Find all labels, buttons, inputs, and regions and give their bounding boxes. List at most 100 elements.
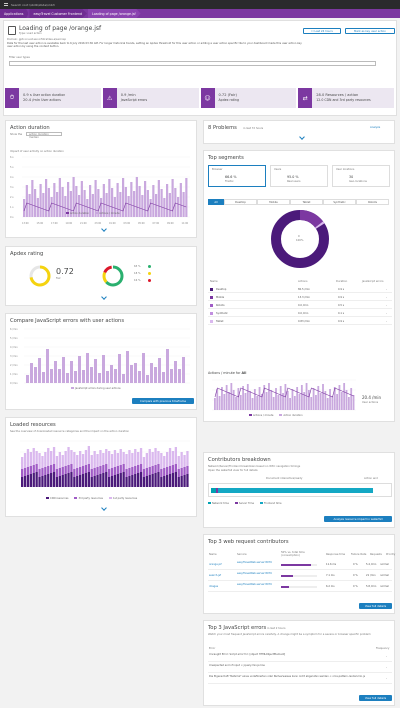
expand-chevron-icon[interactable] <box>101 226 107 232</box>
table-row[interactable]: Uncaught Error: Script error for: [objec… <box>208 652 392 662</box>
cdn-bar <box>163 476 166 487</box>
cdn-bar <box>116 474 119 487</box>
segment-bar <box>298 394 301 410</box>
tab-robots[interactable]: Robots <box>356 199 389 205</box>
expand-chevron-icon[interactable] <box>101 505 107 511</box>
waterfall-button[interactable]: Analyze resource impact in waterfall <box>324 516 392 522</box>
table-row[interactable]: Mobile 13.3 /min 0.9 s- <box>208 294 392 301</box>
third-party-bar <box>35 464 38 472</box>
timeframe-button[interactable]: ☐ Last 24 hours <box>303 28 341 34</box>
segment-bar <box>291 389 294 410</box>
error-bar <box>122 374 125 383</box>
table-row[interactable]: images easyTravelWeb-server:8079 6.2 ms 0 %… <box>208 582 392 592</box>
segment-bar <box>249 391 252 410</box>
segment-bar <box>319 393 322 410</box>
tab-desktop[interactable]: Desktop <box>224 199 257 205</box>
duration-bar <box>179 183 182 217</box>
error-bar <box>38 358 41 383</box>
first-party-bar <box>166 452 169 467</box>
first-party-bar <box>26 449 30 467</box>
segment-bar <box>289 398 291 410</box>
tile-resources[interactable]: ⇄ 28.0 Resources / action 12.0 CDN and 3r… <box>298 88 394 108</box>
duration-bar <box>133 191 136 217</box>
cdn-bar <box>64 474 67 487</box>
segment-browser[interactable]: Browser 66.6 % Firefox <box>208 165 266 187</box>
duration-bar <box>168 193 171 217</box>
tile-js-errors[interactable]: ⚠ 0.9 /min JavaScript errors <box>102 88 199 108</box>
tab-tablet[interactable]: Tablet <box>290 199 323 205</box>
waterfall-bar[interactable] <box>208 483 392 497</box>
third-party-bar <box>154 465 157 473</box>
duration-bar <box>47 188 50 217</box>
cdn-bar <box>102 473 105 487</box>
search-input[interactable]: Search root \xbdb\xbde\x1b3 <box>11 2 55 7</box>
action-domain: Domain: gptc-ix.uat.sso.infotrahlea.a/sa… <box>7 38 66 41</box>
resources-icon: ⇄ <box>298 88 313 108</box>
menu-icon[interactable] <box>4 3 8 6</box>
table-row[interactable]: Tablet 0.83 /min 0.9 s- <box>208 318 392 325</box>
cdn-bar <box>177 477 180 487</box>
warning-icon: ⚠ <box>102 88 117 108</box>
table-row[interactable]: orange.jsf easyTravelWeb-server:8079 11.6 … <box>208 560 392 570</box>
segment-bar <box>324 391 327 410</box>
tile-apdex[interactable]: ☺ 0.72 (Fair) Apdex rating <box>200 88 297 108</box>
first-party-bar <box>32 448 35 465</box>
tab-mobile[interactable]: Mobile <box>257 199 290 205</box>
table-row[interactable]: Synthetic 0.0 /min 0.1 s- <box>208 310 392 317</box>
duration-bar <box>135 177 138 217</box>
third-party-bar <box>119 465 122 473</box>
error-bar <box>50 369 53 383</box>
tab-all[interactable]: All <box>208 199 224 205</box>
segment-bar <box>237 388 240 410</box>
first-party-bar <box>145 453 148 468</box>
analyze-link[interactable]: Analyze <box>370 126 381 129</box>
y-tick-label: 5 /min <box>10 337 18 340</box>
first-party-bar <box>102 453 105 465</box>
table-row[interactable]: Robots 0.0 /min 0.5 s- <box>208 302 392 309</box>
third-party-bar <box>137 465 140 473</box>
apdex-label: Fair <box>56 277 61 280</box>
segment-locations[interactable]: User locations 30 Geo-locations <box>332 165 390 187</box>
row-swatch <box>210 320 213 323</box>
expand-chevron-icon[interactable] <box>101 294 107 300</box>
segment-users[interactable]: Users 95.0 % Real users <box>270 165 328 187</box>
table-row[interactable]: search.jsf easyTravelWeb-server:8079 7.1 m… <box>208 571 392 581</box>
third-party-bar <box>163 468 166 476</box>
segment-bar <box>218 396 221 410</box>
duration-bar <box>94 180 97 217</box>
kpi-tiles: ⏱ 0.9 s User action duration 20.4 /min Us… <box>5 88 394 108</box>
first-party-bar <box>50 451 53 465</box>
compare-button[interactable]: Compare with previous timeframe <box>132 398 194 404</box>
breadcrumb-application[interactable]: easyTravel Customer Frontend <box>29 9 87 18</box>
y-tick-label: 0 s <box>10 216 14 219</box>
view-details-button[interactable]: View full details <box>359 603 392 609</box>
first-party-bar <box>139 448 143 464</box>
view-details-button[interactable]: View full details <box>359 695 392 701</box>
breadcrumb-applications[interactable]: Applications <box>0 9 29 18</box>
third-party-bar <box>139 464 143 472</box>
cdn-bar <box>113 475 117 487</box>
third-party-bar <box>61 467 64 475</box>
expand-chevron-icon[interactable] <box>299 134 305 140</box>
first-party-bar <box>67 447 70 465</box>
segment-bar <box>340 392 343 410</box>
third-party-bar <box>105 464 108 472</box>
segment-bar <box>242 386 244 410</box>
cdn-bar <box>168 474 172 487</box>
breadcrumb-page[interactable]: Loading of page /orange.jsf <box>88 9 141 18</box>
tile-duration[interactable]: ⏱ 0.9 s User action duration 20.4 /min Us… <box>5 88 101 108</box>
segment-bar <box>244 393 247 410</box>
first-party-bar <box>81 454 85 466</box>
table-row[interactable]: Die Eigenschaft "Referral" eines undefin… <box>208 674 392 684</box>
mark-key-action-button[interactable]: Mark as key user action <box>345 28 395 34</box>
segment-bar <box>350 388 353 410</box>
table-row[interactable]: Unexpected end of input < jquery.min.js:… <box>208 663 392 673</box>
cdn-bar <box>119 473 122 487</box>
filter-input[interactable] <box>9 61 376 66</box>
duration-select[interactable]: action duration median <box>26 132 62 139</box>
table-row[interactable]: Desktop 80.5 /min 0.9 s- <box>208 286 392 293</box>
duration-bar <box>56 192 59 217</box>
tab-synthetic[interactable]: Synthetic <box>323 199 356 205</box>
error-bar <box>162 372 165 383</box>
first-party-bar <box>131 453 134 467</box>
